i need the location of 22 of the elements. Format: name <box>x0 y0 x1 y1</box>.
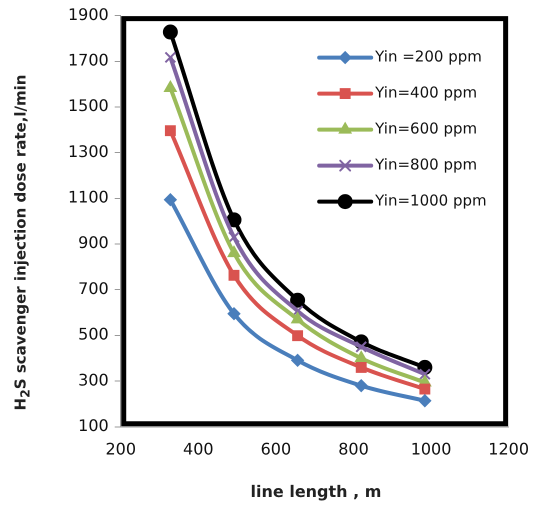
legend-label: Yin=1000 ppm <box>374 191 487 210</box>
y-tick-label: 900 <box>78 233 109 252</box>
legend-label: Yin=800 ppm <box>374 155 478 174</box>
legend-label: Yin =200 ppm <box>374 47 482 66</box>
x-tick-label: 400 <box>183 440 214 459</box>
x-tick-label: 1200 <box>488 440 529 459</box>
y-tick-label: 1700 <box>68 50 109 70</box>
legend-label: Yin=400 ppm <box>374 83 478 102</box>
y-tick-label: 100 <box>78 416 109 435</box>
x-axis-title: line length , m <box>250 482 382 501</box>
x-tick-label: 800 <box>338 440 369 459</box>
y-tick-label: 1500 <box>68 96 109 116</box>
legend-label: Yin=600 ppm <box>374 119 478 138</box>
y-tick-label: 500 <box>78 324 109 344</box>
y-tick-label: 300 <box>78 370 109 390</box>
y-tick-label: 1900 <box>68 4 109 24</box>
x-tick-label: 600 <box>260 440 292 459</box>
y-tick-label: 1100 <box>68 188 109 207</box>
y-tick-label: 1300 <box>68 142 109 161</box>
x-tick-label: 200 <box>105 440 136 459</box>
x-tick-label: 1000 <box>410 440 452 459</box>
y-tick-label: 700 <box>78 278 109 298</box>
